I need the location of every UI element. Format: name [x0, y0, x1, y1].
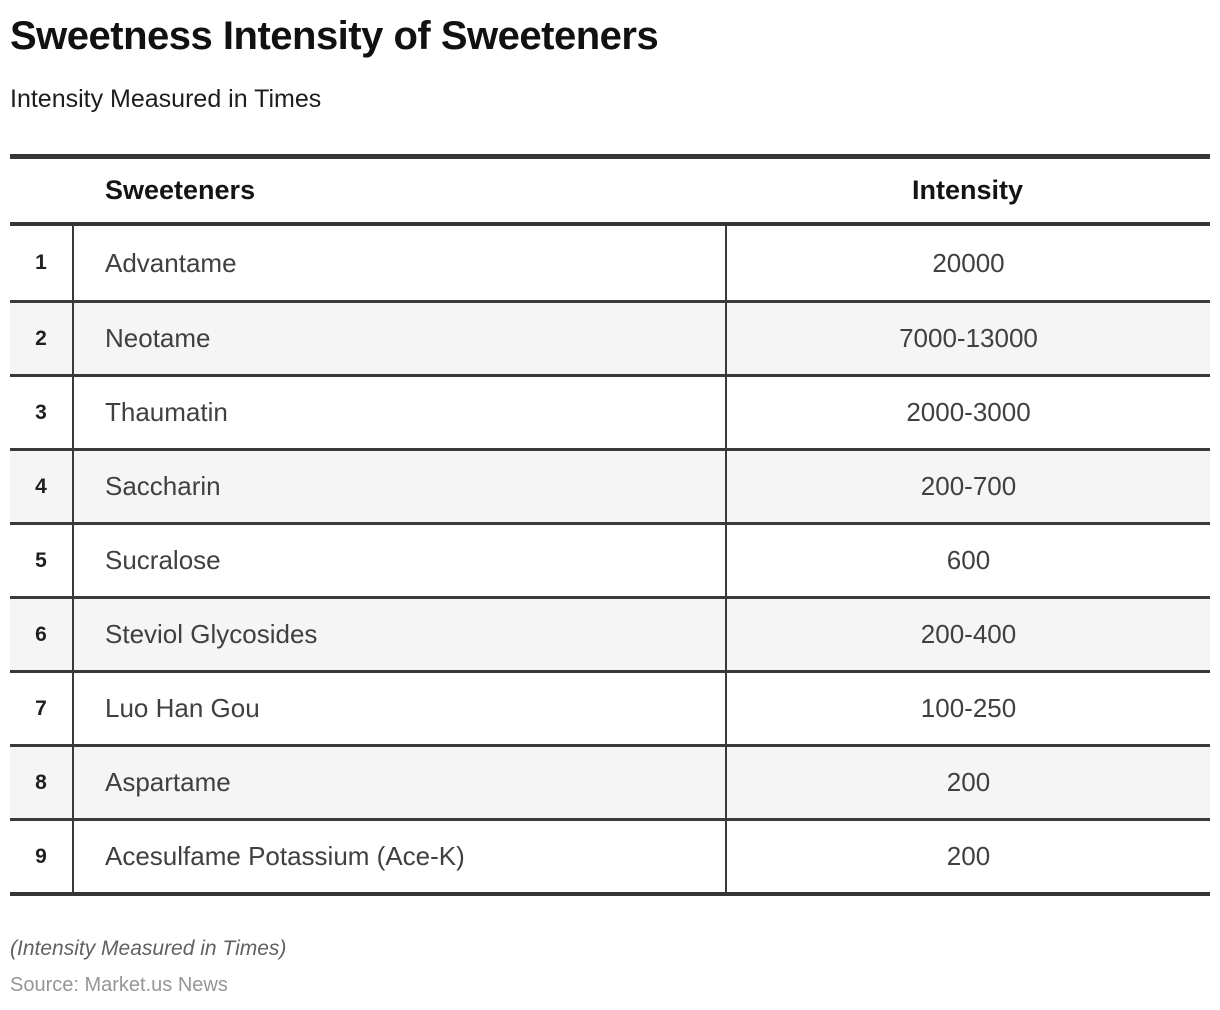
- row-intensity-value: 200-700: [725, 451, 1210, 522]
- row-intensity-value: 200: [725, 821, 1210, 892]
- row-sweetener-name: Thaumatin: [72, 377, 725, 448]
- sweetener-intensity-table: Sweeteners Intensity 1 Advantame 20000 2…: [10, 154, 1210, 896]
- row-rank: 8: [35, 770, 47, 794]
- table-row: 1 Advantame 20000: [10, 226, 1210, 300]
- column-header-sweeteners: Sweeteners: [105, 175, 256, 205]
- row-intensity-value: 7000-13000: [725, 303, 1210, 374]
- row-rank: 2: [35, 326, 47, 350]
- row-intensity-value: 100-250: [725, 673, 1210, 744]
- row-intensity-value: 600: [725, 525, 1210, 596]
- row-sweetener-name: Neotame: [72, 303, 725, 374]
- row-sweetener-name: Saccharin: [72, 451, 725, 522]
- column-header-rank-spacer: [10, 159, 72, 222]
- row-sweetener-name: Steviol Glycosides: [72, 599, 725, 670]
- row-sweetener-name: Luo Han Gou: [72, 673, 725, 744]
- table-row: 2 Neotame 7000-13000: [10, 300, 1210, 374]
- row-sweetener-name: Sucralose: [72, 525, 725, 596]
- column-header-intensity: Intensity: [911, 175, 1024, 205]
- row-sweetener-name: Aspartame: [72, 747, 725, 818]
- row-rank: 5: [35, 548, 47, 572]
- table-row: 6 Steviol Glycosides 200-400: [10, 596, 1210, 670]
- row-rank: 1: [35, 251, 47, 274]
- row-rank: 7: [35, 696, 47, 720]
- row-intensity-value: 200: [725, 747, 1210, 818]
- row-intensity-value: 200-400: [725, 599, 1210, 670]
- table-row: 3 Thaumatin 2000-3000: [10, 374, 1210, 448]
- table-row: 7 Luo Han Gou 100-250: [10, 670, 1210, 744]
- page-title: Sweetness Intensity of Sweeteners: [10, 14, 659, 58]
- table-row: 9 Acesulfame Potassium (Ace-K) 200: [10, 818, 1210, 892]
- row-rank: 3: [35, 400, 47, 424]
- table-row: 4 Saccharin 200-700: [10, 448, 1210, 522]
- row-rank: 9: [35, 844, 47, 868]
- table-row: 5 Sucralose 600: [10, 522, 1210, 596]
- table-body: 1 Advantame 20000 2 Neotame 7000-13000 3…: [10, 226, 1210, 892]
- row-rank: 4: [35, 474, 47, 498]
- row-intensity-value: 20000: [725, 226, 1210, 300]
- row-rank: 6: [35, 622, 47, 646]
- table-row: 8 Aspartame 200: [10, 744, 1210, 818]
- row-sweetener-name: Acesulfame Potassium (Ace-K): [72, 821, 725, 892]
- intensity-note: (Intensity Measured in Times): [10, 937, 287, 960]
- table-header-row: Sweeteners Intensity: [10, 159, 1210, 226]
- source-attribution: Source: Market.us News: [10, 974, 228, 996]
- page-subtitle: Intensity Measured in Times: [10, 85, 322, 113]
- row-sweetener-name: Advantame: [72, 226, 725, 300]
- row-intensity-value: 2000-3000: [725, 377, 1210, 448]
